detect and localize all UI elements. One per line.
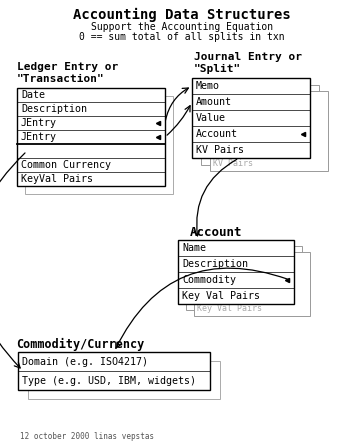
Text: Description: Description — [21, 104, 87, 114]
Text: Ledger Entry or: Ledger Entry or — [17, 62, 118, 72]
Text: Support the Accounting Equation: Support the Accounting Equation — [91, 22, 273, 32]
Text: "Transaction": "Transaction" — [17, 74, 105, 84]
Text: Commodity/Currency: Commodity/Currency — [16, 338, 144, 351]
Text: Domain (e.g. ISO4217): Domain (e.g. ISO4217) — [22, 357, 148, 366]
Text: Type (e.g. USD, IBM, widgets): Type (e.g. USD, IBM, widgets) — [22, 376, 196, 385]
Bar — [186, 246, 302, 310]
Text: JEntry: JEntry — [21, 118, 57, 128]
Text: Account: Account — [190, 226, 242, 239]
Bar — [201, 85, 319, 165]
Text: Name: Name — [182, 243, 206, 253]
Text: Type (e.g. USD, IBM, widgets): Type (e.g. USD, IBM, widgets) — [31, 376, 176, 385]
Bar — [192, 78, 310, 158]
Text: KV Pairs: KV Pairs — [204, 152, 244, 161]
Text: KV Pairs: KV Pairs — [213, 159, 253, 168]
Text: Value: Value — [196, 113, 226, 123]
Text: KV Pairs: KV Pairs — [196, 145, 244, 155]
Bar — [28, 361, 220, 399]
Text: KeyVal Pairs: KeyVal Pairs — [21, 174, 93, 184]
Text: Memo: Memo — [196, 81, 220, 91]
Text: JEntry: JEntry — [21, 132, 57, 142]
Text: Accounting Data Structures: Accounting Data Structures — [73, 8, 291, 22]
Text: Key Val Pairs: Key Val Pairs — [197, 304, 262, 313]
Text: "Split": "Split" — [194, 64, 241, 74]
Text: Commodity: Commodity — [182, 275, 236, 285]
Text: Account: Account — [196, 129, 238, 139]
Bar — [17, 88, 165, 186]
Text: Journal Entry or: Journal Entry or — [194, 52, 302, 62]
Text: Amount: Amount — [196, 97, 232, 107]
Text: Description: Description — [182, 259, 248, 269]
Bar — [194, 252, 310, 316]
Bar — [178, 240, 294, 304]
Text: 12 october 2000 linas vepstas: 12 october 2000 linas vepstas — [20, 432, 154, 441]
Text: Key Val Pairs: Key Val Pairs — [182, 291, 260, 301]
Text: Date: Date — [21, 90, 45, 100]
Bar — [210, 91, 328, 171]
Text: Common Currency: Common Currency — [21, 160, 111, 170]
Text: 0 == sum total of all splits in txn: 0 == sum total of all splits in txn — [79, 32, 285, 42]
Text: Key Val Pairs: Key Val Pairs — [189, 297, 254, 306]
Bar — [18, 352, 210, 390]
Bar — [25, 96, 173, 194]
